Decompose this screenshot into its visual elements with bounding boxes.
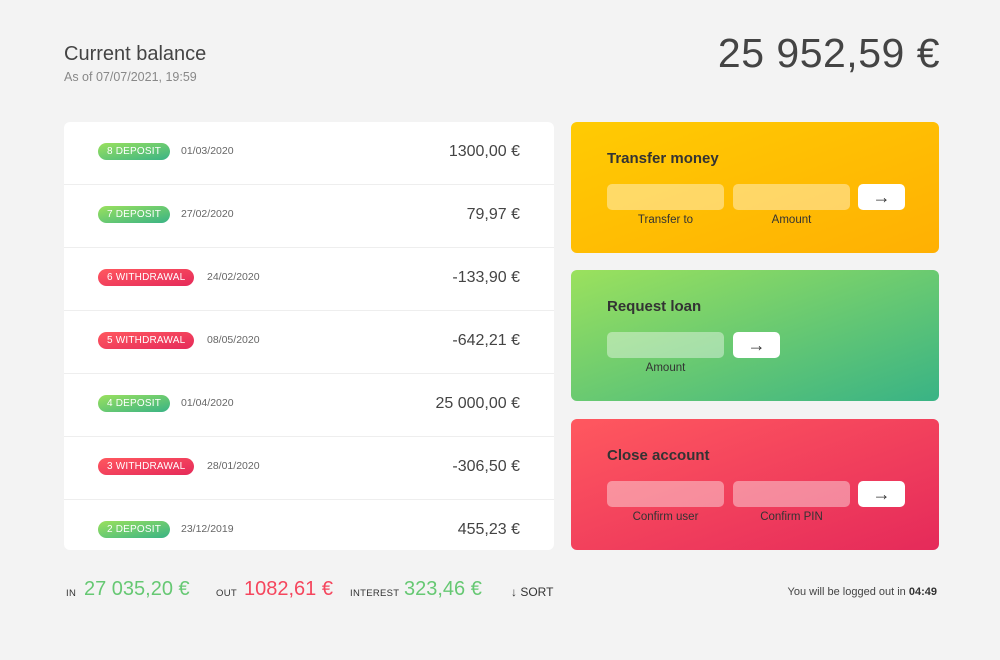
transfer-title: Transfer money <box>607 150 719 167</box>
movement-amount: 25 000,00 € <box>435 395 520 412</box>
loan-amount-input[interactable] <box>607 332 724 358</box>
movement-type-badge: 3 WITHDRAWAL <box>98 458 195 475</box>
movement-row: 2 DEPOSIT 23/12/2019 455,23 € <box>64 500 554 550</box>
close-panel: Close account → Confirm user Confirm PIN <box>571 419 939 550</box>
close-user-label: Confirm user <box>632 511 699 523</box>
summary-out-label: Out <box>216 588 237 599</box>
balance-date: As of 07/07/2021, 19:59 <box>64 70 197 84</box>
movement-amount: -642,21 € <box>452 332 520 349</box>
balance-title: Current balance <box>64 43 207 65</box>
transfer-to-label: Transfer to <box>637 214 694 226</box>
movement-date: 01/03/2020 <box>181 145 234 157</box>
movement-amount: -306,50 € <box>452 458 520 475</box>
movement-date: 28/01/2020 <box>207 460 260 472</box>
movement-type-badge: 6 WITHDRAWAL <box>98 269 195 286</box>
summary-interest-label: Interest <box>350 588 400 599</box>
close-user-input[interactable] <box>607 481 724 507</box>
sort-button[interactable]: ↓ SORT <box>511 585 554 599</box>
transfer-submit-button[interactable]: → <box>858 184 905 210</box>
movement-amount: 79,97 € <box>466 206 520 223</box>
movement-row: 7 DEPOSIT 27/02/2020 79,97 € <box>64 185 554 248</box>
transfer-amount-input[interactable] <box>733 184 850 210</box>
movement-date: 23/12/2019 <box>181 523 234 535</box>
movements-list: 8 DEPOSIT 01/03/2020 1300,00 € 7 DEPOSIT… <box>64 122 554 550</box>
summary-in-value: 27 035,20 € <box>84 578 190 600</box>
loan-submit-button[interactable]: → <box>733 332 780 358</box>
loan-title: Request loan <box>607 298 702 315</box>
movement-amount: 455,23 € <box>457 521 520 538</box>
movement-row: 8 DEPOSIT 01/03/2020 1300,00 € <box>64 122 554 185</box>
summary-out-value: 1082,61 € <box>244 578 333 600</box>
movement-type-badge: 2 DEPOSIT <box>98 521 171 538</box>
summary-interest-value: 323,46 € <box>404 578 482 600</box>
summary-in-label: In <box>66 588 77 599</box>
logout-text: You will be logged out in <box>787 586 906 598</box>
logout-timer: 04:49 <box>908 586 937 598</box>
close-title: Close account <box>607 447 710 464</box>
movement-date: 01/04/2020 <box>181 397 234 409</box>
movement-date: 27/02/2020 <box>181 208 234 220</box>
movement-row: 5 WITHDRAWAL 08/05/2020 -642,21 € <box>64 311 554 374</box>
close-submit-button[interactable]: → <box>858 481 905 507</box>
close-pin-label: Confirm PIN <box>760 511 823 523</box>
movement-type-badge: 4 DEPOSIT <box>98 395 171 412</box>
movement-date: 24/02/2020 <box>207 271 260 283</box>
movement-type-badge: 5 WITHDRAWAL <box>98 332 195 349</box>
movement-row: 4 DEPOSIT 01/04/2020 25 000,00 € <box>64 374 554 437</box>
movement-type-badge: 7 DEPOSIT <box>98 206 171 223</box>
movement-amount: 1300,00 € <box>448 143 520 160</box>
transfer-amount-label: Amount <box>771 214 812 226</box>
close-pin-input[interactable] <box>733 481 850 507</box>
movement-type-badge: 8 DEPOSIT <box>98 143 171 160</box>
logout-timer-text: You will be logged out in 04:49 <box>788 586 937 598</box>
movement-row: 3 WITHDRAWAL 28/01/2020 -306,50 € <box>64 437 554 500</box>
movement-row: 6 WITHDRAWAL 24/02/2020 -133,90 € <box>64 248 554 311</box>
balance-value: 25 952,59 € <box>717 30 940 76</box>
movement-amount: -133,90 € <box>452 269 520 286</box>
transfer-to-input[interactable] <box>607 184 724 210</box>
loan-panel: Request loan → Amount <box>571 270 939 401</box>
loan-amount-label: Amount <box>645 362 686 374</box>
summary-bar: In 27 035,20 € Out 1082,61 € Interest 32… <box>0 576 1000 606</box>
movement-date: 08/05/2020 <box>207 334 260 346</box>
transfer-panel: Transfer money → Transfer to Amount <box>571 122 939 253</box>
